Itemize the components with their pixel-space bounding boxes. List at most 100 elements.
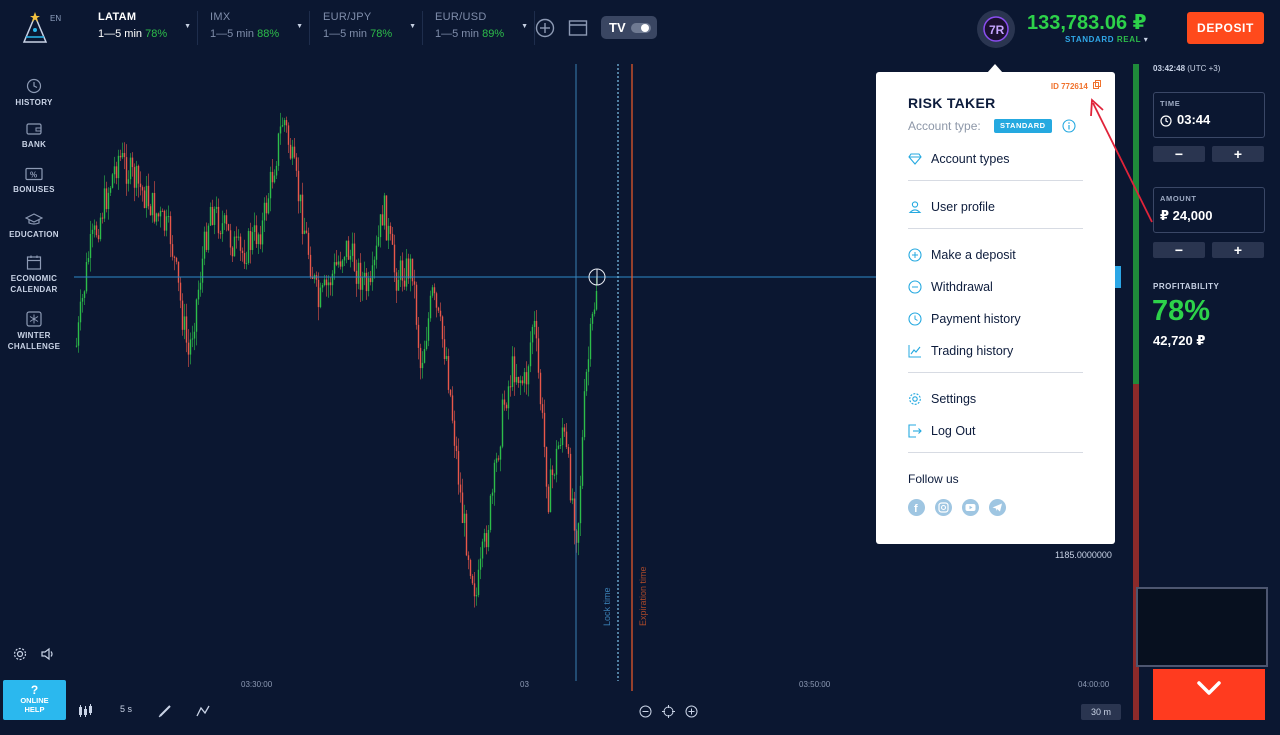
sidebar-item-bonuses[interactable]: % BONUSES xyxy=(0,167,68,195)
facebook-icon[interactable]: f xyxy=(908,499,925,516)
candle-body xyxy=(423,349,426,363)
candle-body xyxy=(285,120,288,126)
candle-body xyxy=(371,265,374,283)
candle-body xyxy=(433,287,436,294)
sidebar-label: CALENDAR xyxy=(10,285,58,294)
svg-text:TV: TV xyxy=(609,20,626,35)
account-balance[interactable]: 133,783.06 ₽ xyxy=(1027,12,1147,34)
user-id[interactable]: ID 772614 xyxy=(1051,80,1101,91)
candle-body xyxy=(117,155,120,179)
zoom-out-icon[interactable] xyxy=(639,705,652,718)
candle-body xyxy=(431,287,434,296)
candle-body xyxy=(231,247,234,257)
deposit-button[interactable]: DEPOSIT xyxy=(1187,12,1264,44)
candle-body xyxy=(347,240,350,260)
candle-body xyxy=(155,213,158,222)
candle-body xyxy=(191,338,194,340)
instagram-icon[interactable] xyxy=(935,499,952,516)
amount-field[interactable]: AMOUNT ₽ 24,000 xyxy=(1153,187,1265,233)
menu-divider xyxy=(908,180,1083,181)
candle-body xyxy=(535,320,538,339)
indicators-icon[interactable] xyxy=(196,704,210,718)
draw-pencil-icon[interactable] xyxy=(158,704,172,718)
sidebar-item-history[interactable]: HISTORY xyxy=(0,78,68,108)
amount-decrease-button[interactable]: − xyxy=(1153,242,1205,258)
tradingview-toggle[interactable]: TV xyxy=(601,16,657,39)
online-help-button[interactable]: ? ONLINE HELP xyxy=(3,680,66,720)
layout-icon[interactable] xyxy=(568,18,588,38)
caret-down-icon[interactable]: ▼ xyxy=(184,23,191,30)
candle-body xyxy=(81,297,84,302)
avatar[interactable]: 7R xyxy=(977,10,1015,48)
candlestick-type-icon[interactable] xyxy=(77,704,93,718)
candle-body xyxy=(275,165,278,176)
candle-body xyxy=(533,320,536,328)
candle-body xyxy=(585,371,588,392)
candle-body xyxy=(331,273,334,286)
telegram-icon[interactable] xyxy=(989,499,1006,516)
graduation-cap-icon xyxy=(25,213,43,225)
zoom-in-icon[interactable] xyxy=(685,705,698,718)
caret-down-icon[interactable]: ▼ xyxy=(521,23,528,30)
caret-down-icon[interactable]: ▼ xyxy=(409,23,416,30)
asset-tab-imx[interactable]: IMX 1—5 min 88% ▼ xyxy=(210,11,310,45)
candle-body xyxy=(271,171,274,183)
account-real: REAL xyxy=(1116,35,1141,44)
asset-tab-eurjpy[interactable]: EUR/JPY 1—5 min 78% ▼ xyxy=(323,11,423,45)
asset-tab-eurusd[interactable]: EUR/USD 1—5 min 89% ▼ xyxy=(435,11,535,45)
candle-body xyxy=(583,391,586,438)
candle-body xyxy=(519,380,522,383)
chart-range-selector[interactable]: 30 m xyxy=(1081,704,1121,720)
time-field[interactable]: TIME 03:44 xyxy=(1153,92,1265,138)
candle-body xyxy=(391,233,394,245)
candle-body xyxy=(383,195,386,226)
candle-body xyxy=(381,214,384,226)
account-type-switch[interactable]: STANDARD REAL ▾ xyxy=(1065,35,1148,44)
candle-body xyxy=(93,225,96,230)
candle-body xyxy=(547,486,550,513)
center-chart-icon[interactable] xyxy=(662,705,675,718)
time-increase-button[interactable]: + xyxy=(1212,146,1264,162)
candle-body xyxy=(469,560,472,576)
candle-body xyxy=(323,279,326,286)
candle-body xyxy=(219,233,222,235)
candle-body xyxy=(573,498,576,531)
sidebar-label: BANK xyxy=(21,140,47,149)
sidebar-item-economic-calendar[interactable]: ECONOMIC CALENDAR xyxy=(0,255,68,295)
candle-body xyxy=(201,258,204,283)
sidebar-item-bank[interactable]: BANK xyxy=(0,122,68,150)
candle-body xyxy=(461,492,464,523)
logo-icon[interactable] xyxy=(20,12,50,44)
sell-down-button[interactable] xyxy=(1153,669,1265,720)
amount-increase-button[interactable]: + xyxy=(1212,242,1264,258)
candle-body xyxy=(543,412,546,447)
candle-body xyxy=(317,279,320,308)
settings-gear-icon[interactable] xyxy=(12,646,28,662)
sound-icon[interactable] xyxy=(40,646,56,662)
candle-body xyxy=(147,185,150,207)
candle-body xyxy=(593,309,596,314)
candle-body xyxy=(127,179,130,184)
caret-down-icon[interactable]: ▼ xyxy=(296,23,303,30)
timeframe-selector[interactable]: 5 s xyxy=(120,704,133,714)
candle-body xyxy=(103,188,106,219)
candle-body xyxy=(395,272,398,291)
candle-body xyxy=(435,293,438,308)
candle-body xyxy=(217,206,220,234)
sidebar-item-winter-challenge[interactable]: WINTER CHALLENGE xyxy=(0,311,68,352)
language-selector[interactable]: EN xyxy=(50,14,62,23)
svg-text:7R: 7R xyxy=(989,23,1005,37)
menu-divider xyxy=(908,228,1083,229)
price-chart[interactable]: Lock time Expiration time 03:30:00 03 03… xyxy=(0,56,1125,691)
info-icon[interactable] xyxy=(1062,119,1076,133)
time-decrease-button[interactable]: − xyxy=(1153,146,1205,162)
candle-body xyxy=(399,260,402,280)
help-icon: ? xyxy=(30,683,39,697)
candle-body xyxy=(521,380,524,384)
candle-body xyxy=(325,279,328,286)
add-asset-icon[interactable] xyxy=(535,18,555,38)
youtube-icon[interactable] xyxy=(962,499,979,516)
copy-icon[interactable] xyxy=(1093,80,1101,89)
asset-tab-latam[interactable]: LATAM 1—5 min 78% ▼ xyxy=(98,11,198,45)
sidebar-item-education[interactable]: EDUCATION xyxy=(0,212,68,240)
